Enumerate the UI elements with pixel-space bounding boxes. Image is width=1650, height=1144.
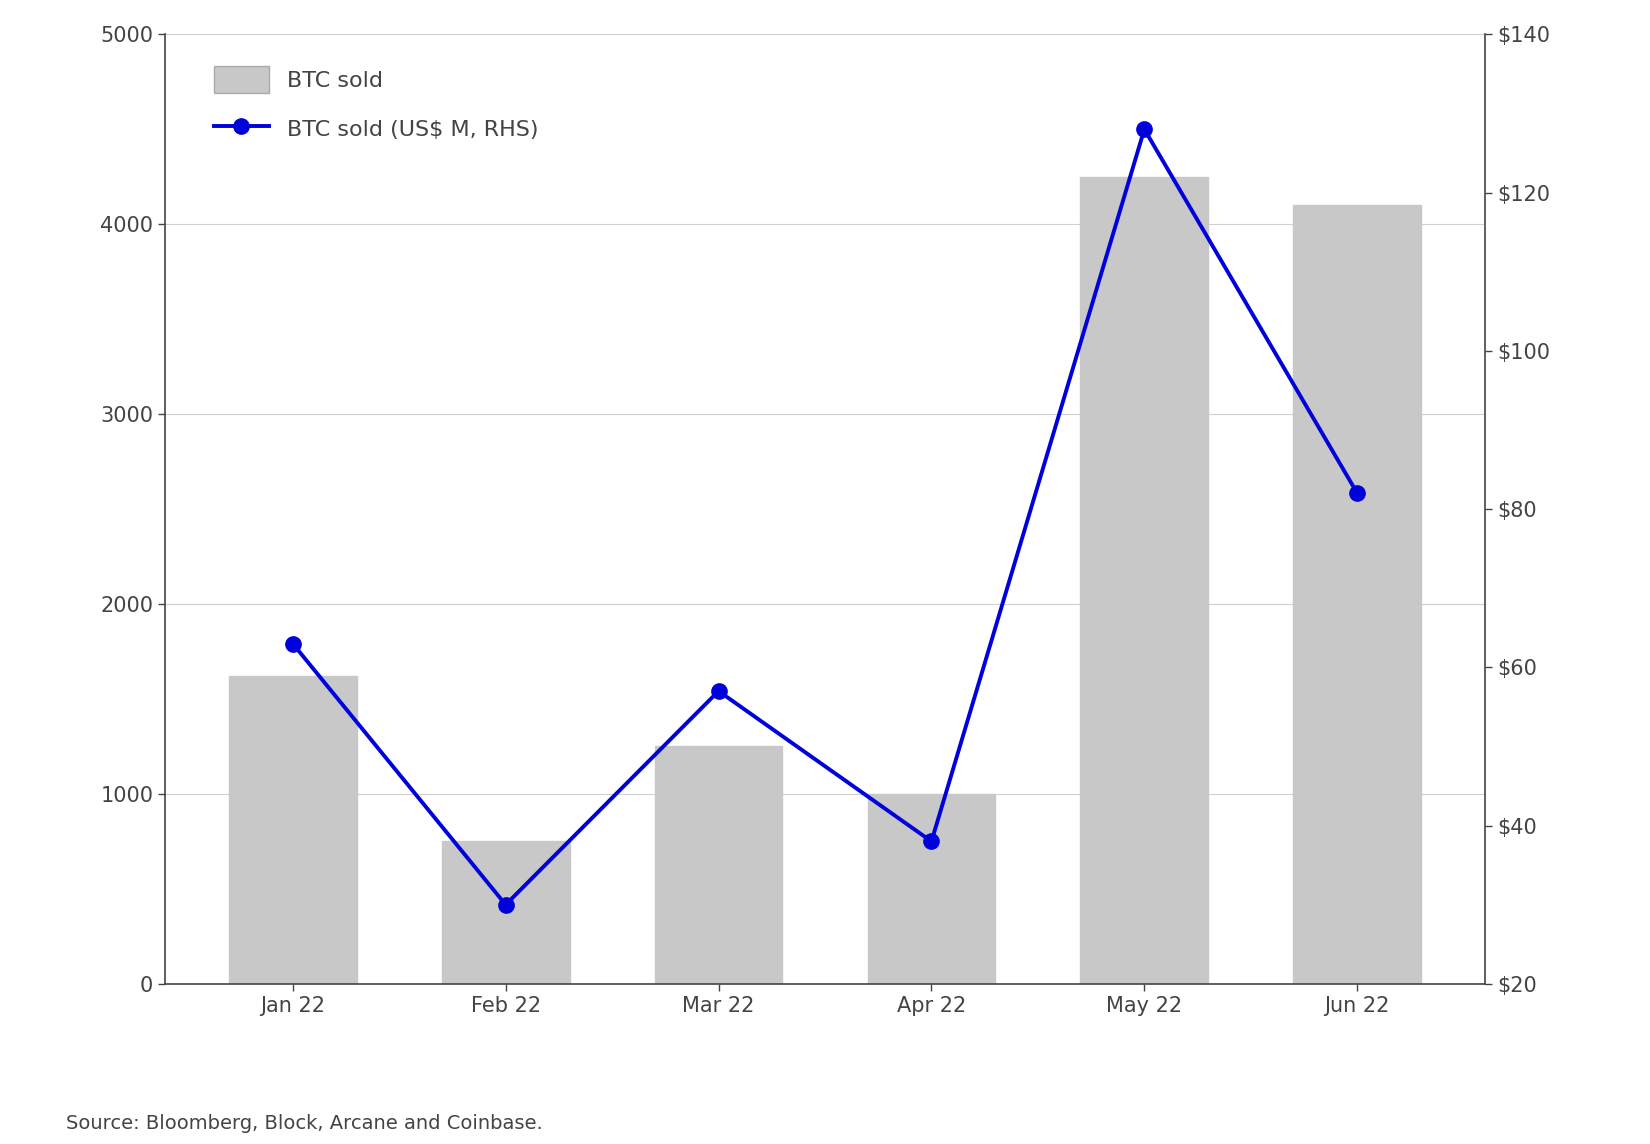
Text: Source: Bloomberg, Block, Arcane and Coinbase.: Source: Bloomberg, Block, Arcane and Coi…: [66, 1113, 543, 1133]
Bar: [229, 676, 356, 984]
Bar: [868, 794, 995, 984]
Bar: [442, 841, 569, 984]
Bar: [655, 746, 782, 984]
Bar: [1081, 176, 1208, 984]
Bar: [1294, 205, 1421, 984]
Legend: BTC sold, BTC sold (US$ M, RHS): BTC sold, BTC sold (US$ M, RHS): [203, 55, 549, 153]
